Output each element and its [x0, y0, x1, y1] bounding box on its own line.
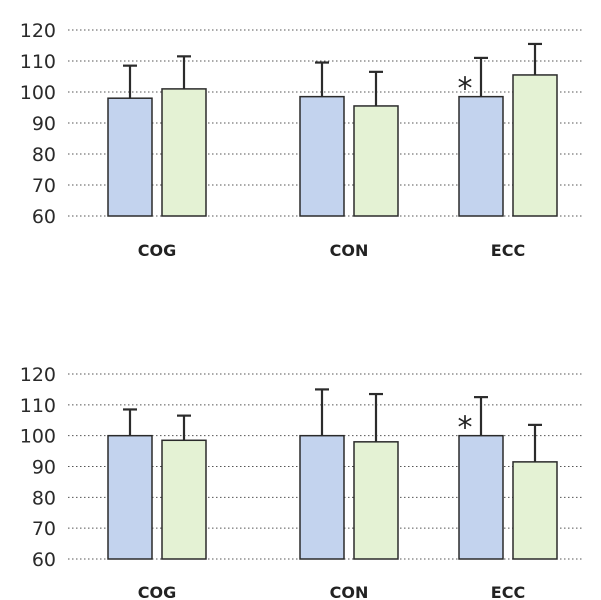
y-tick-label: 80 — [32, 144, 56, 166]
bar-cog-s1 — [107, 97, 153, 217]
bar-con-s2 — [353, 441, 399, 560]
x-category-label: COG — [138, 583, 176, 600]
bar-cog-s1 — [107, 434, 153, 560]
y-tick-label: 120 — [20, 364, 56, 386]
significance-asterisk: * — [458, 72, 473, 107]
x-category-label: ECC — [491, 583, 525, 600]
y-tick-label: 100 — [20, 82, 56, 104]
x-category-label: CON — [330, 583, 369, 600]
y-tick-label: 90 — [32, 457, 56, 479]
x-category-label: CON — [330, 241, 369, 260]
significance-asterisk: * — [458, 411, 473, 446]
y-tick-label: 70 — [32, 518, 56, 540]
chart-panel-bottom: 60 70 80 90 100 110 120 COG CON ECC * — [20, 364, 582, 600]
bar-ecc-s1 — [458, 95, 504, 217]
bar-cog-s2 — [161, 88, 207, 217]
y-tick-label: 110 — [20, 395, 56, 417]
y-tick-label: 70 — [32, 175, 56, 197]
y-tick-label: 90 — [32, 113, 56, 135]
bar-con-s2 — [353, 105, 399, 217]
y-tick-label: 60 — [32, 206, 56, 228]
y-tick-label: 60 — [32, 549, 56, 571]
bar-con-s1 — [299, 434, 345, 560]
bar-cog-s2 — [161, 439, 207, 560]
y-tick-label: 100 — [20, 426, 56, 448]
y-tick-label: 80 — [32, 487, 56, 509]
x-category-label: COG — [138, 241, 176, 260]
bar-ecc-s1 — [458, 434, 504, 560]
x-category-label: ECC — [491, 241, 525, 260]
bar-ecc-s2 — [512, 74, 558, 217]
y-tick-label: 120 — [20, 20, 56, 42]
y-tick-label: 110 — [20, 51, 56, 73]
chart-panel-top: 60 70 80 90 100 110 120 COG CON ECC * — [20, 20, 582, 260]
bar-ecc-s2 — [512, 461, 558, 560]
bar-con-s1 — [299, 95, 345, 217]
